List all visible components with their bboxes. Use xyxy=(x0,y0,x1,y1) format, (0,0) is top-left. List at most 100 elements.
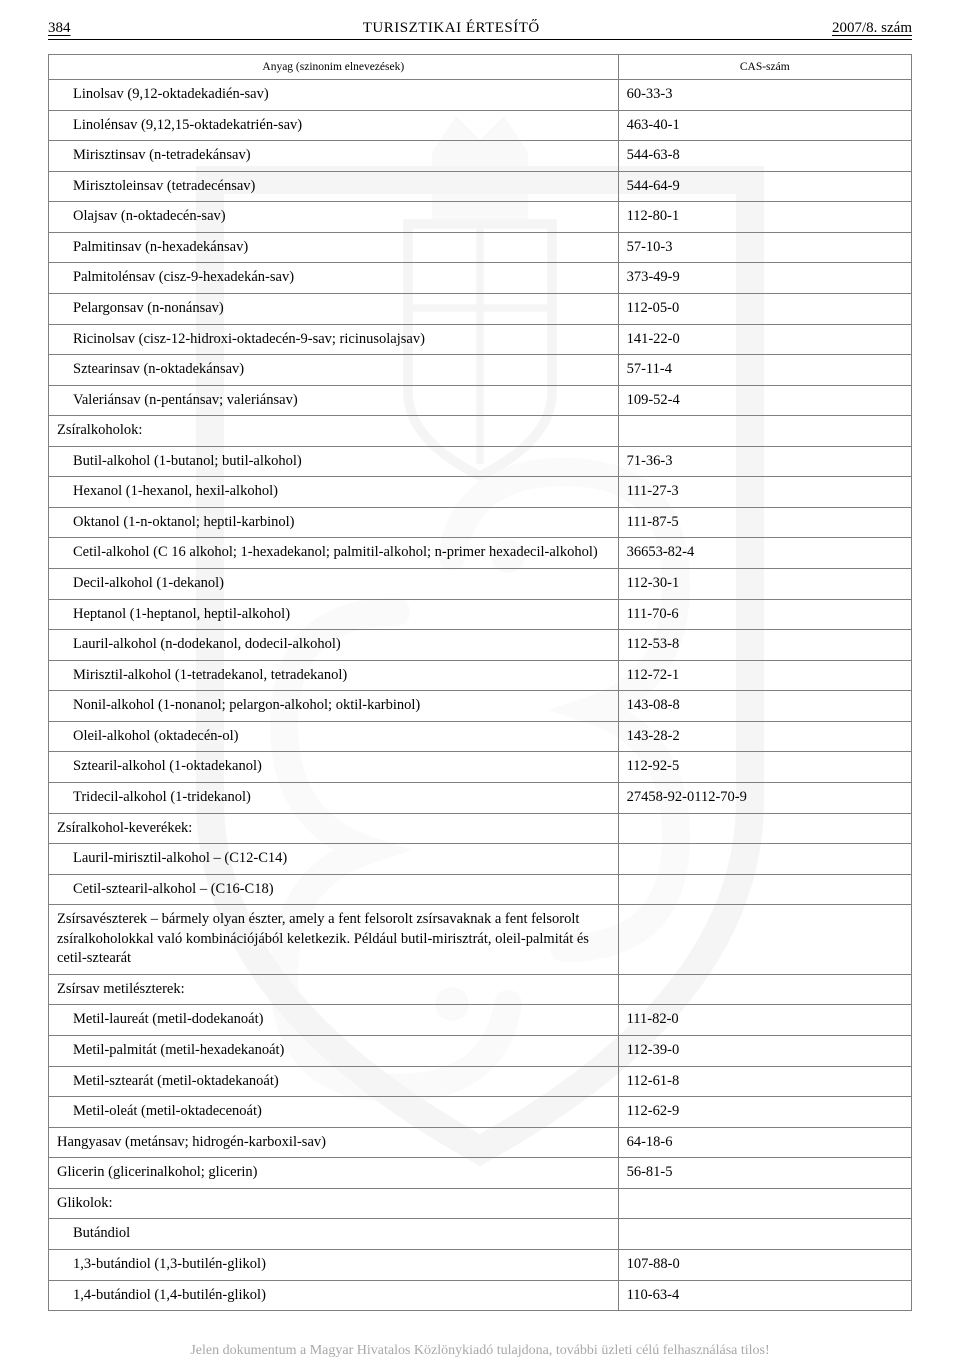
table-row: Mirisztinsav (n-tetradekánsav)544-63-8 xyxy=(49,141,912,172)
substance-name-cell: Lauril-mirisztil-alkohol – (C12-C14) xyxy=(49,844,619,875)
cas-number-cell: 27458-92-0112-70-9 xyxy=(618,782,911,813)
table-row: Tridecil-alkohol (1-tridekanol)27458-92-… xyxy=(49,782,912,813)
cas-number-cell xyxy=(618,1188,911,1219)
cas-number-cell: 112-53-8 xyxy=(618,630,911,661)
substance-name-cell: 1,4-butándiol (1,4-butilén-glikol) xyxy=(49,1280,619,1311)
table-row: Metil-sztearát (metil-oktadekanoát)112-6… xyxy=(49,1066,912,1097)
substance-name-cell: Hexanol (1-hexanol, hexil-alkohol) xyxy=(49,477,619,508)
table-row: Metil-laureát (metil-dodekanoát)111-82-0 xyxy=(49,1005,912,1036)
cas-number-cell: 112-30-1 xyxy=(618,569,911,600)
substance-name-cell: Decil-alkohol (1-dekanol) xyxy=(49,569,619,600)
cas-number-cell xyxy=(618,905,911,975)
substance-name-cell: Butil-alkohol (1-butanol; butil-alkohol) xyxy=(49,446,619,477)
cas-number-cell: 111-82-0 xyxy=(618,1005,911,1036)
substance-name-cell: Zsírsav metilészterek: xyxy=(49,974,619,1005)
table-row: Oktanol (1-n-oktanol; heptil-karbinol)11… xyxy=(49,507,912,538)
substance-name-cell: Tridecil-alkohol (1-tridekanol) xyxy=(49,782,619,813)
cas-number-cell: 110-63-4 xyxy=(618,1280,911,1311)
cas-number-cell: 112-39-0 xyxy=(618,1036,911,1067)
page-title: TURISZTIKAI ÉRTESÍTŐ xyxy=(363,20,540,37)
substance-name-cell: Butándiol xyxy=(49,1219,619,1250)
substance-name-cell: Valeriánsav (n-pentánsav; valeriánsav) xyxy=(49,385,619,416)
cas-number-cell: 112-61-8 xyxy=(618,1066,911,1097)
table-header-row: Anyag (szinonim elnevezések) CAS-szám xyxy=(49,55,912,80)
table-row: Ricinolsav (cisz-12-hidroxi-oktadecén-9-… xyxy=(49,324,912,355)
substance-name-cell: Glikolok: xyxy=(49,1188,619,1219)
cas-number-cell xyxy=(618,416,911,447)
table-body: Linolsav (9,12-oktadekadién-sav)60-33-3L… xyxy=(49,80,912,1311)
substance-name-cell: Palmitolénsav (cisz-9-hexadekán-sav) xyxy=(49,263,619,294)
cas-number-cell: 373-49-9 xyxy=(618,263,911,294)
substance-name-cell: Metil-oleát (metil-oktadecenoát) xyxy=(49,1097,619,1128)
cas-number-cell: 60-33-3 xyxy=(618,80,911,111)
table-row: Oleil-alkohol (oktadecén-ol)143-28-2 xyxy=(49,721,912,752)
table-row: Zsírsavészterek – bármely olyan észter, … xyxy=(49,905,912,975)
page-container: 384 TURISZTIKAI ÉRTESÍTŐ 2007/8. szám An… xyxy=(0,0,960,1371)
substance-name-cell: Metil-palmitát (metil-hexadekanoát) xyxy=(49,1036,619,1067)
cas-number-cell: 107-88-0 xyxy=(618,1249,911,1280)
page-number: 384 xyxy=(48,20,71,37)
table-row: Hexanol (1-hexanol, hexil-alkohol)111-27… xyxy=(49,477,912,508)
table-row: Linolsav (9,12-oktadekadién-sav)60-33-3 xyxy=(49,80,912,111)
table-row: Decil-alkohol (1-dekanol)112-30-1 xyxy=(49,569,912,600)
substance-name-cell: Sztearil-alkohol (1-oktadekanol) xyxy=(49,752,619,783)
table-row: Glikolok: xyxy=(49,1188,912,1219)
table-row: Glicerin (glicerinalkohol; glicerin)56-8… xyxy=(49,1158,912,1189)
substance-name-cell: Olajsav (n-oktadecén-sav) xyxy=(49,202,619,233)
substance-name-cell: Palmitinsav (n-hexadekánsav) xyxy=(49,232,619,263)
cas-number-cell: 143-08-8 xyxy=(618,691,911,722)
substance-name-cell: Linolsav (9,12-oktadekadién-sav) xyxy=(49,80,619,111)
cas-number-cell: 56-81-5 xyxy=(618,1158,911,1189)
table-row: Hangyasav (metánsav; hidrogén-karboxil-s… xyxy=(49,1127,912,1158)
table-row: Olajsav (n-oktadecén-sav)112-80-1 xyxy=(49,202,912,233)
table-row: Palmitolénsav (cisz-9-hexadekán-sav)373-… xyxy=(49,263,912,294)
substance-name-cell: Cetil-sztearil-alkohol – (C16-C18) xyxy=(49,874,619,905)
cas-number-cell: 57-10-3 xyxy=(618,232,911,263)
cas-number-cell xyxy=(618,844,911,875)
cas-number-cell: 111-70-6 xyxy=(618,599,911,630)
table-row: Sztearinsav (n-oktadekánsav)57-11-4 xyxy=(49,355,912,386)
table-row: Linolénsav (9,12,15-oktadekatrién-sav)46… xyxy=(49,110,912,141)
substance-name-cell: Glicerin (glicerinalkohol; glicerin) xyxy=(49,1158,619,1189)
cas-number-cell: 111-87-5 xyxy=(618,507,911,538)
table-row: 1,3-butándiol (1,3-butilén-glikol)107-88… xyxy=(49,1249,912,1280)
table-row: Sztearil-alkohol (1-oktadekanol)112-92-5 xyxy=(49,752,912,783)
substance-name-cell: Mirisztoleinsav (tetradecénsav) xyxy=(49,171,619,202)
table-row: Pelargonsav (n-nonánsav)112-05-0 xyxy=(49,293,912,324)
table-row: Cetil-alkohol (C 16 alkohol; 1-hexadekan… xyxy=(49,538,912,569)
cas-number-cell: 112-92-5 xyxy=(618,752,911,783)
table-row: Heptanol (1-heptanol, heptil-alkohol)111… xyxy=(49,599,912,630)
substance-name-cell: Oktanol (1-n-oktanol; heptil-karbinol) xyxy=(49,507,619,538)
substance-name-cell: Hangyasav (metánsav; hidrogén-karboxil-s… xyxy=(49,1127,619,1158)
substance-name-cell: Cetil-alkohol (C 16 alkohol; 1-hexadekan… xyxy=(49,538,619,569)
cas-number-cell: 112-80-1 xyxy=(618,202,911,233)
cas-number-cell xyxy=(618,974,911,1005)
substance-name-cell: Nonil-alkohol (1-nonanol; pelargon-alkoh… xyxy=(49,691,619,722)
cas-number-cell: 64-18-6 xyxy=(618,1127,911,1158)
substance-name-cell: Zsírsavészterek – bármely olyan észter, … xyxy=(49,905,619,975)
substance-name-cell: Oleil-alkohol (oktadecén-ol) xyxy=(49,721,619,752)
table-row: Valeriánsav (n-pentánsav; valeriánsav)10… xyxy=(49,385,912,416)
table-row: Palmitinsav (n-hexadekánsav)57-10-3 xyxy=(49,232,912,263)
substances-table: Anyag (szinonim elnevezések) CAS-szám Li… xyxy=(48,54,912,1311)
table-header-cas: CAS-szám xyxy=(618,55,911,80)
table-row: 1,4-butándiol (1,4-butilén-glikol)110-63… xyxy=(49,1280,912,1311)
cas-number-cell: 141-22-0 xyxy=(618,324,911,355)
table-row: Butil-alkohol (1-butanol; butil-alkohol)… xyxy=(49,446,912,477)
table-row: Nonil-alkohol (1-nonanol; pelargon-alkoh… xyxy=(49,691,912,722)
table-row: Butándiol xyxy=(49,1219,912,1250)
cas-number-cell: 36653-82-4 xyxy=(618,538,911,569)
cas-number-cell: 112-62-9 xyxy=(618,1097,911,1128)
cas-number-cell: 463-40-1 xyxy=(618,110,911,141)
cas-number-cell: 111-27-3 xyxy=(618,477,911,508)
table-row: Zsíralkohol-keverékek: xyxy=(49,813,912,844)
cas-number-cell: 57-11-4 xyxy=(618,355,911,386)
table-row: Mirisztil-alkohol (1-tetradekanol, tetra… xyxy=(49,660,912,691)
substance-name-cell: Metil-sztearát (metil-oktadekanoát) xyxy=(49,1066,619,1097)
substance-name-cell: Mirisztinsav (n-tetradekánsav) xyxy=(49,141,619,172)
table-row: Zsírsav metilészterek: xyxy=(49,974,912,1005)
substance-name-cell: Zsíralkoholok: xyxy=(49,416,619,447)
cas-number-cell xyxy=(618,874,911,905)
substance-name-cell: Ricinolsav (cisz-12-hidroxi-oktadecén-9-… xyxy=(49,324,619,355)
table-row: Zsíralkoholok: xyxy=(49,416,912,447)
